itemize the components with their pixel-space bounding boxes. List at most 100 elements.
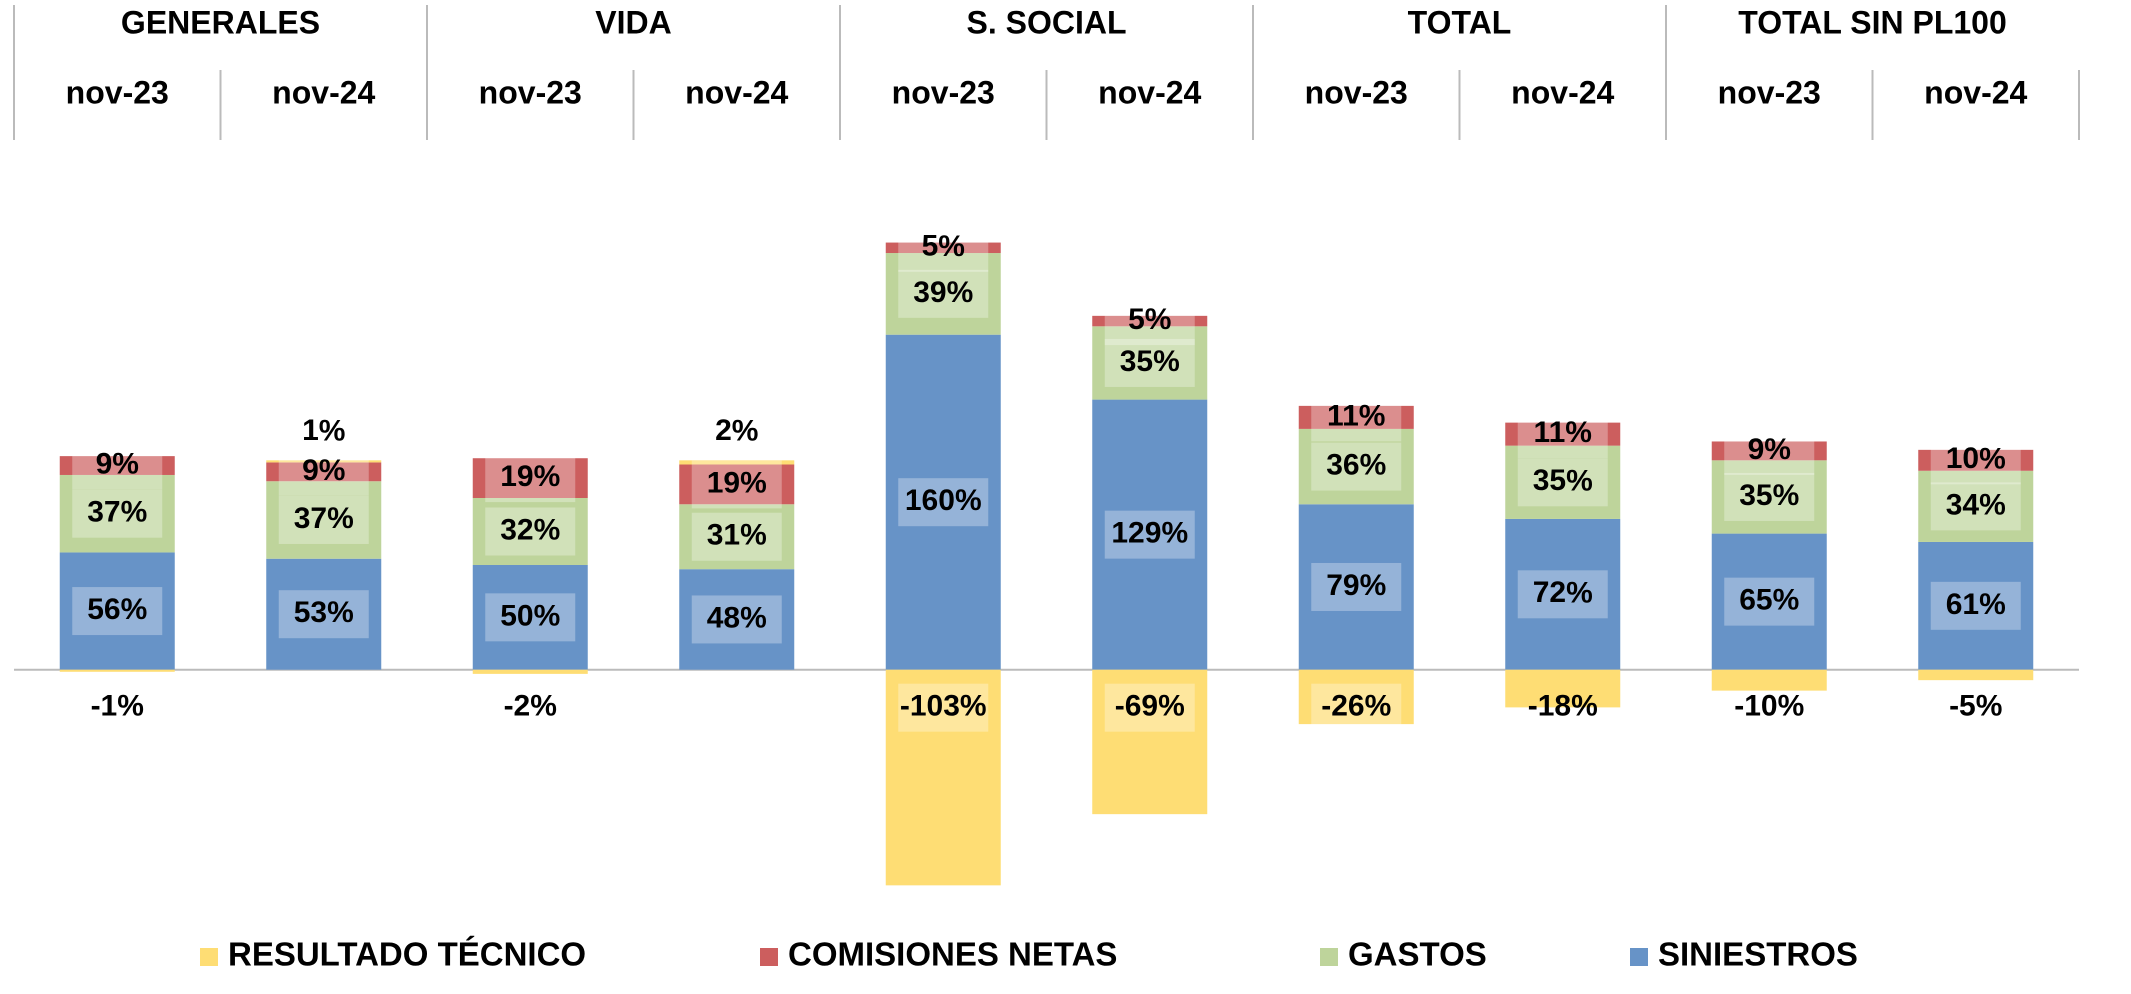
bar-segment xyxy=(1918,470,2034,542)
bar-segment xyxy=(679,504,795,570)
label-bg xyxy=(1930,436,2021,485)
x-tick-label: nov-23 xyxy=(479,74,582,110)
bar-segment xyxy=(1505,422,1621,446)
bar-segment xyxy=(885,334,1001,670)
data-label-unit: % xyxy=(1565,416,1592,449)
legend-swatch xyxy=(1320,948,1338,966)
group-header: S. SOCIAL xyxy=(966,4,1126,40)
bar-segment xyxy=(1918,669,2034,681)
x-tick-label: nov-23 xyxy=(1718,74,1821,110)
data-label-unit: % xyxy=(530,690,557,723)
label-bg xyxy=(72,587,163,636)
data-label-unit: % xyxy=(1153,345,1180,378)
data-label-unit: % xyxy=(732,414,759,447)
data-label: 31% xyxy=(707,519,767,552)
data-label: 65% xyxy=(1739,584,1799,617)
bar-segment xyxy=(59,552,175,670)
data-label: 48% xyxy=(707,601,767,634)
legend-label: GASTOS xyxy=(1348,936,1487,973)
x-tick-label: nov-24 xyxy=(1511,74,1614,110)
data-label: 72% xyxy=(1533,576,1593,609)
bar-segment xyxy=(1092,315,1208,327)
bar-segment xyxy=(1092,669,1208,815)
data-label: 36% xyxy=(1326,449,1386,482)
label-bg xyxy=(1311,683,1402,732)
data-label: 11% xyxy=(1534,416,1592,449)
label-bg xyxy=(485,507,576,556)
data-label-unit: % xyxy=(740,519,767,552)
data-label: 56% xyxy=(87,593,147,626)
data-label-unit: % xyxy=(955,484,982,517)
label-bg xyxy=(72,441,163,490)
legend-label: COMISIONES NETAS xyxy=(788,936,1117,973)
legend-label: SINIESTROS xyxy=(1658,936,1858,973)
data-label-unit: % xyxy=(740,466,767,499)
bar-segment xyxy=(1298,504,1414,670)
bar-segment xyxy=(266,558,382,670)
bar-segment xyxy=(1092,399,1208,670)
label-bg xyxy=(1517,570,1608,619)
bar-segment xyxy=(1505,518,1621,670)
data-label-unit: % xyxy=(1365,690,1392,723)
bar-segment xyxy=(1918,449,2034,471)
data-label: 61% xyxy=(1946,588,2006,621)
data-label: 9% xyxy=(1748,433,1791,466)
label-bg xyxy=(1517,410,1608,459)
data-label-unit: % xyxy=(1773,584,1800,617)
bar-segment xyxy=(1711,460,1827,534)
data-label-unit: % xyxy=(1773,479,1800,512)
label-bg xyxy=(691,595,782,644)
data-label: 50% xyxy=(500,599,560,632)
group-header: VIDA xyxy=(595,4,671,40)
group-header: TOTAL SIN PL100 xyxy=(1738,4,2007,40)
data-label: 53% xyxy=(294,596,354,629)
data-label-unit: % xyxy=(1566,576,1593,609)
data-label-unit: % xyxy=(1764,433,1791,466)
data-label-unit: % xyxy=(327,502,354,535)
data-label-unit: % xyxy=(960,690,987,723)
data-label-unit: % xyxy=(1571,690,1598,723)
label-bg xyxy=(1517,458,1608,507)
x-tick-label: nov-24 xyxy=(1098,74,1201,110)
bar-segment xyxy=(1711,533,1827,670)
group-header: TOTAL xyxy=(1408,4,1512,40)
data-label-unit: % xyxy=(534,599,561,632)
data-label-unit: % xyxy=(947,276,974,309)
data-label: 19% xyxy=(707,466,767,499)
data-label-unit: % xyxy=(740,601,767,634)
bar-segment xyxy=(266,460,382,463)
legend-swatch xyxy=(760,948,778,966)
data-label-unit: % xyxy=(1359,399,1386,432)
bar-segment xyxy=(1092,326,1208,400)
data-label: 9% xyxy=(302,454,345,487)
label-bg xyxy=(1311,442,1402,491)
label-bg xyxy=(1104,338,1195,387)
data-label-unit: % xyxy=(1778,690,1805,723)
data-label-unit: % xyxy=(1161,517,1188,550)
bar-segment xyxy=(266,462,382,482)
data-label-unit: % xyxy=(1145,303,1172,336)
data-label: 35% xyxy=(1533,464,1593,497)
label-bg xyxy=(1930,482,2021,531)
label-bg xyxy=(1104,297,1195,346)
label-bg xyxy=(1311,562,1402,611)
data-label: -1% xyxy=(91,690,144,723)
bar-segment xyxy=(1711,441,1827,461)
x-tick-label: nov-23 xyxy=(892,74,995,110)
bar-segment xyxy=(1711,669,1827,691)
data-label: 35% xyxy=(1120,345,1180,378)
bar-segment xyxy=(1505,669,1621,708)
data-label: -10% xyxy=(1734,690,1804,723)
bar-segment xyxy=(885,253,1001,335)
x-tick-label: nov-24 xyxy=(1924,74,2027,110)
data-label: 11% xyxy=(1327,399,1385,432)
legend-swatch xyxy=(200,948,218,966)
legend-swatch xyxy=(1630,948,1648,966)
label-bg xyxy=(691,512,782,561)
x-tick-label: nov-23 xyxy=(66,74,169,110)
bar-segment xyxy=(1918,541,2034,670)
bar-segment xyxy=(59,456,175,475)
data-label-unit: % xyxy=(1979,442,2006,475)
data-label: -5% xyxy=(1949,690,2002,723)
